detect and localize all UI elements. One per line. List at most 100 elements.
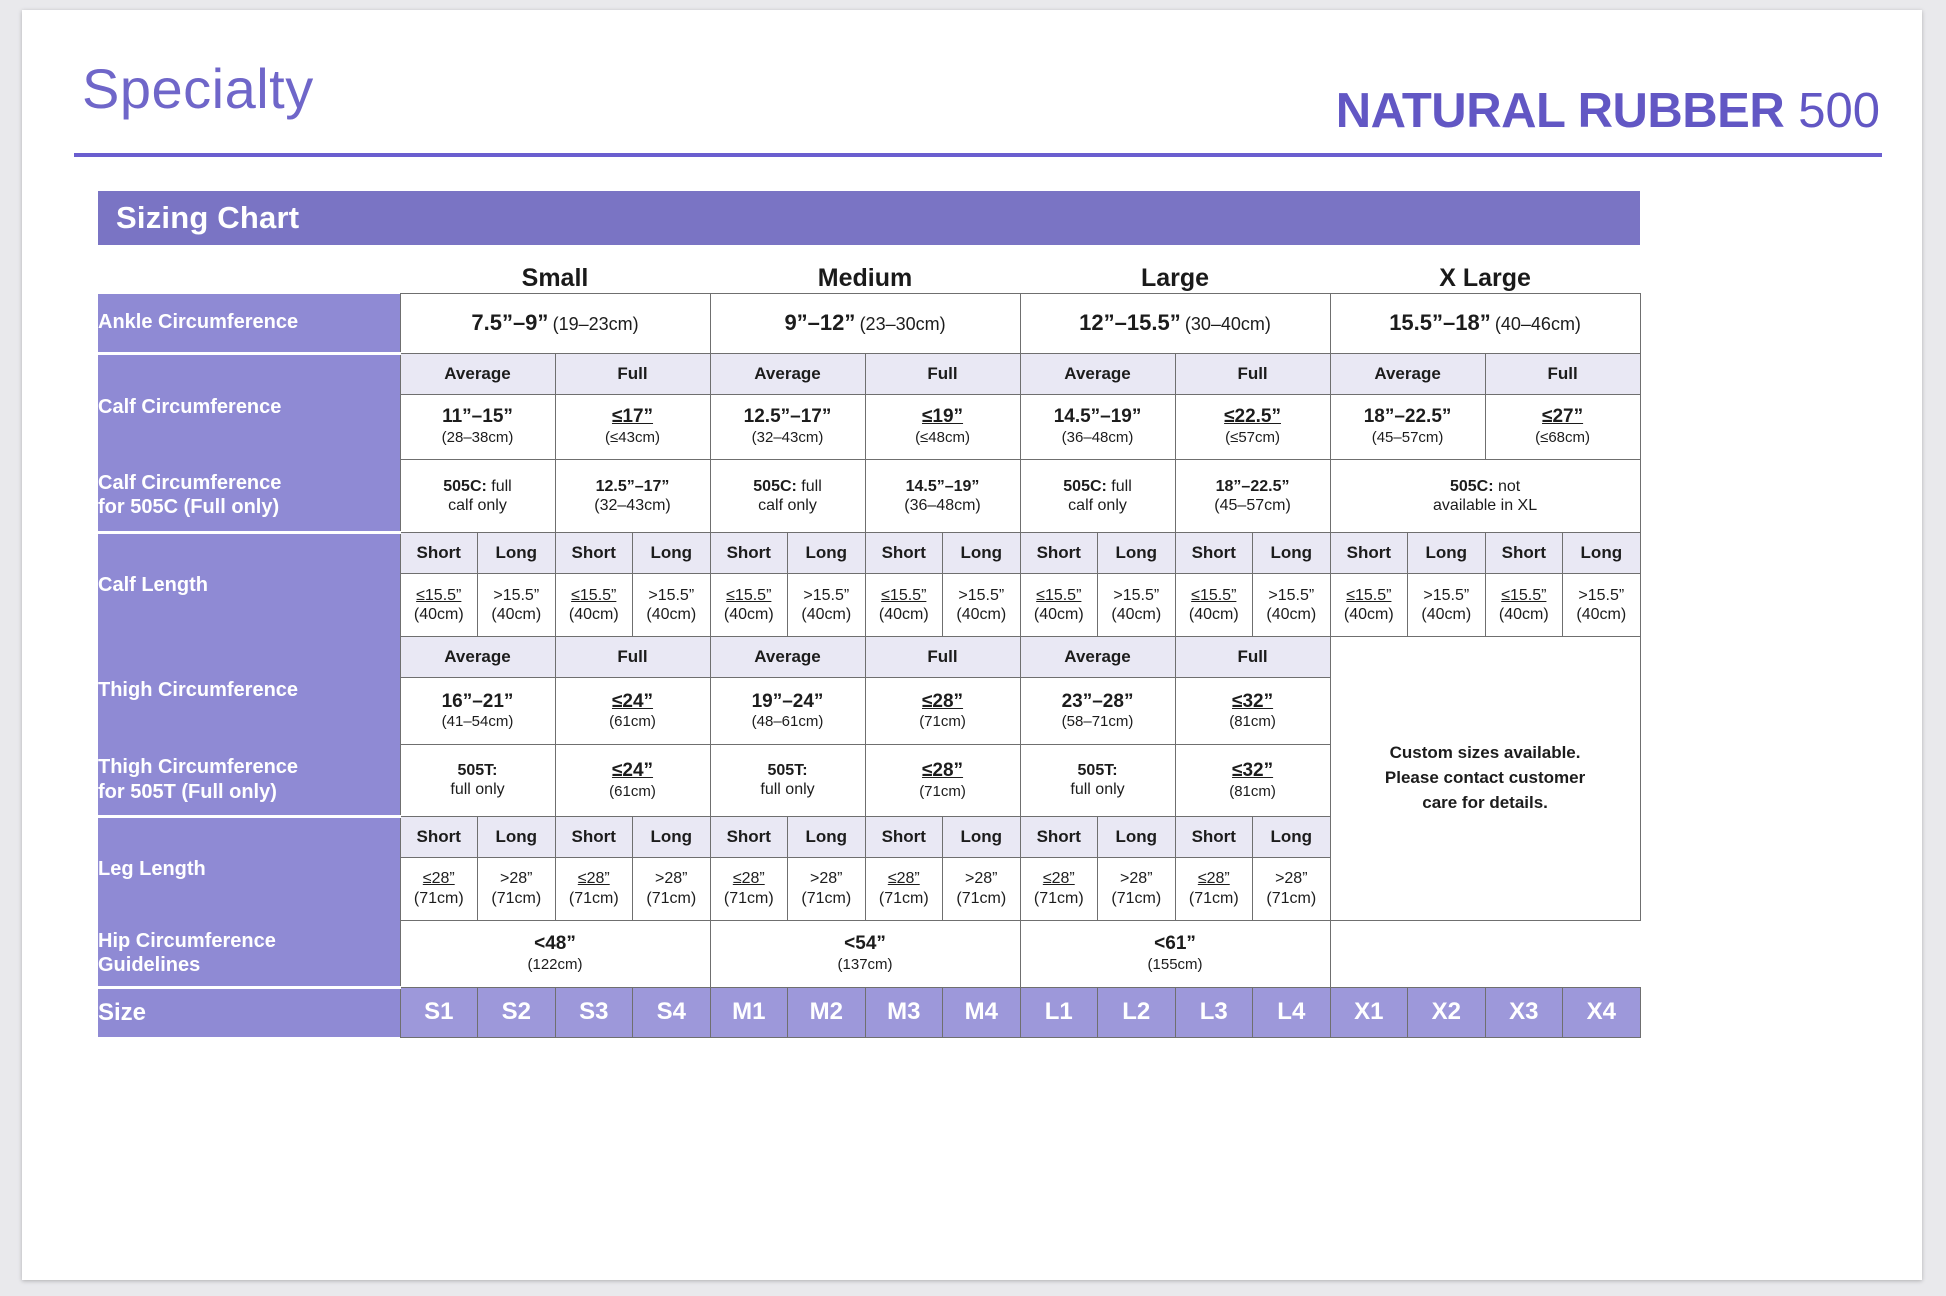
calf-length-10-cm: (40cm) bbox=[1188, 606, 1239, 623]
calf-circ-4-in: 14.5”–19” bbox=[1053, 406, 1142, 428]
c505c-3-line2: (36–48cm) bbox=[904, 496, 981, 514]
leg-length-1-in: >28” bbox=[500, 870, 533, 888]
calf-length-6-cm: (40cm) bbox=[878, 606, 929, 623]
ankle-xlarge-in: 15.5”–18” bbox=[1389, 310, 1491, 336]
group-header-row: Small Medium Large X Large bbox=[98, 245, 1640, 294]
row-calf-length-values: ≤15.5” (40cm) >15.5” (40cm) ≤15.5” (40cm) >… bbox=[98, 573, 1641, 637]
calf-length-8-cm: (40cm) bbox=[1033, 606, 1084, 623]
t505t-1-bold: ≤24” bbox=[611, 759, 654, 781]
subheader-calf-length-1: Long bbox=[477, 532, 556, 574]
thigh-circ-4-cm: (58–71cm) bbox=[1061, 713, 1134, 731]
size-cell-s3[interactable]: S3 bbox=[554, 987, 633, 1038]
size-cell-m1[interactable]: M1 bbox=[709, 987, 789, 1038]
calf-length-5-cm: (40cm) bbox=[801, 606, 852, 623]
subheader-calf-length-14: Short bbox=[1484, 532, 1564, 574]
c505c-4-line2: calf only bbox=[1068, 496, 1127, 514]
calf-length-7-in: >15.5” bbox=[958, 586, 1005, 604]
size-cell-s4[interactable]: S4 bbox=[632, 987, 711, 1038]
custom-note-line-3: care for details. bbox=[1422, 792, 1548, 812]
calf-circ-1-cm: (≤43cm) bbox=[605, 428, 660, 446]
size-cell-l1[interactable]: L1 bbox=[1019, 987, 1099, 1038]
leg-length-9-cm: (71cm) bbox=[1111, 889, 1162, 907]
cell-thigh-circ-1: ≤24” (61cm) bbox=[554, 677, 711, 745]
leg-length-6-cm: (71cm) bbox=[878, 889, 929, 907]
row-label-thigh-circumference: Thigh Circumference bbox=[98, 636, 400, 745]
size-cell-x4[interactable]: X4 bbox=[1562, 987, 1641, 1038]
cell-ankle-large: 12”–15.5” (30–40cm) bbox=[1019, 293, 1331, 354]
cell-hip-large: <61” (155cm) bbox=[1019, 919, 1331, 988]
leg-length-3-in: >28” bbox=[655, 870, 688, 888]
c505c-5-line2: (45–57cm) bbox=[1214, 496, 1291, 514]
sizing-chart-title: Sizing Chart bbox=[116, 200, 300, 235]
leg-length-8-cm: (71cm) bbox=[1033, 889, 1084, 907]
calf-circ-4-cm: (36–48cm) bbox=[1061, 428, 1134, 446]
row-label-505t-line1: Thigh Circumference bbox=[98, 756, 299, 779]
cell-leg-length-1: >28” (71cm) bbox=[477, 856, 556, 921]
cell-505c-0: 505C: full calf only bbox=[399, 458, 556, 533]
size-cell-s2[interactable]: S2 bbox=[477, 987, 556, 1038]
cell-calf-length-4: ≤15.5” (40cm) bbox=[709, 573, 789, 637]
cell-calf-circ-7: ≤27” (≤68cm) bbox=[1484, 393, 1641, 460]
hip-2-cm: (155cm) bbox=[1147, 956, 1203, 974]
size-cell-x3[interactable]: X3 bbox=[1484, 987, 1564, 1038]
t505t-4-line2: full only bbox=[1070, 781, 1125, 799]
subheader-leg-length-0: Short bbox=[399, 815, 478, 858]
size-cell-m3[interactable]: M3 bbox=[864, 987, 944, 1038]
subheader-leg-length-1: Long bbox=[477, 815, 556, 858]
thigh-circ-4-in: 23”–28” bbox=[1061, 690, 1134, 712]
row-label-505c-line2: for 505C (Full only) bbox=[98, 496, 280, 518]
leg-length-2-cm: (71cm) bbox=[568, 889, 619, 907]
row-label-505t-line2: for 505T (Full only) bbox=[98, 780, 277, 803]
size-cell-l2[interactable]: L2 bbox=[1097, 987, 1176, 1038]
thigh-circ-1-in: ≤24” bbox=[611, 690, 654, 712]
calf-circ-5-cm: (≤57cm) bbox=[1225, 428, 1280, 446]
cell-leg-length-11: >28” (71cm) bbox=[1252, 856, 1331, 921]
leg-length-7-cm: (71cm) bbox=[956, 889, 1007, 907]
size-cell-x1[interactable]: X1 bbox=[1329, 987, 1409, 1038]
t505t-5-bold: ≤32” bbox=[1232, 759, 1274, 781]
leg-length-6-in: ≤28” bbox=[887, 870, 920, 888]
calf-circ-0-in: 11”–15” bbox=[442, 406, 513, 428]
size-cell-m4[interactable]: M4 bbox=[942, 987, 1021, 1038]
thigh-circ-1-cm: (61cm) bbox=[609, 713, 656, 731]
subheader-calf-length-7: Long bbox=[942, 532, 1021, 574]
leg-length-0-cm: (71cm) bbox=[413, 889, 464, 907]
size-cell-l3[interactable]: L3 bbox=[1174, 987, 1254, 1038]
cell-calf-circ-5: ≤22.5” (≤57cm) bbox=[1174, 393, 1331, 460]
subheader-calf-length-6: Short bbox=[864, 532, 944, 574]
c505c-6-rest: not bbox=[1493, 477, 1521, 495]
cell-505t-2: 505T: full only bbox=[709, 744, 866, 817]
cell-calf-length-5: >15.5” (40cm) bbox=[787, 573, 866, 637]
sizing-chart-title-bar: Sizing Chart bbox=[98, 191, 1640, 245]
cell-thigh-circ-4: 23”–28” (58–71cm) bbox=[1019, 677, 1176, 745]
cell-calf-circ-2: 12.5”–17” (32–43cm) bbox=[709, 393, 866, 460]
row-leg-length-values: ≤28” (71cm) >28” (71cm) ≤28” (71cm) >28” (71… bbox=[98, 856, 1640, 921]
cell-hip-medium: <54” (137cm) bbox=[709, 919, 1021, 988]
cell-calf-length-13: >15.5” (40cm) bbox=[1407, 573, 1486, 637]
row-calf-circumference-subheader: Calf Circumference Average Full Average … bbox=[98, 352, 1641, 459]
calf-circ-1-in: ≤17” bbox=[611, 406, 654, 428]
size-cell-m2[interactable]: M2 bbox=[787, 987, 866, 1038]
t505t-1-line2: (61cm) bbox=[609, 782, 656, 800]
cell-thigh-circ-3: ≤28” (71cm) bbox=[864, 677, 1021, 745]
product-number: 500 bbox=[1798, 84, 1880, 138]
row-thigh-circumference-values: 16”–21” (41–54cm) ≤24” (61cm) 19”–24” (4… bbox=[98, 677, 1640, 745]
size-cell-l4[interactable]: L4 bbox=[1252, 987, 1331, 1038]
subheader-thigh-circ-1: Full bbox=[554, 636, 711, 678]
calf-circ-0-cm: (28–38cm) bbox=[441, 428, 514, 446]
row-calf-length-subheader: Calf Length Short Long Short Long Short … bbox=[98, 532, 1641, 637]
cell-505c-5: 18”–22.5” (45–57cm) bbox=[1174, 458, 1331, 533]
size-cell-x2[interactable]: X2 bbox=[1407, 987, 1486, 1038]
cell-505c-1: 12.5”–17” (32–43cm) bbox=[554, 458, 711, 533]
brand-header: Specialty NATURAL RUBBER 500 bbox=[74, 48, 1882, 157]
c505c-0-rest: full bbox=[486, 477, 512, 495]
leg-length-5-cm: (71cm) bbox=[801, 889, 852, 907]
thigh-circ-2-in: 19”–24” bbox=[751, 690, 824, 712]
calf-length-15-cm: (40cm) bbox=[1576, 606, 1627, 623]
cell-leg-length-6: ≤28” (71cm) bbox=[864, 856, 944, 921]
subheader-calf-length-10: Short bbox=[1174, 532, 1254, 574]
calf-circ-7-in: ≤27” bbox=[1542, 406, 1584, 428]
hip-2-in: <61” bbox=[1154, 933, 1196, 955]
subheader-calf-circ-1: Full bbox=[554, 352, 711, 395]
size-cell-s1[interactable]: S1 bbox=[399, 987, 478, 1038]
